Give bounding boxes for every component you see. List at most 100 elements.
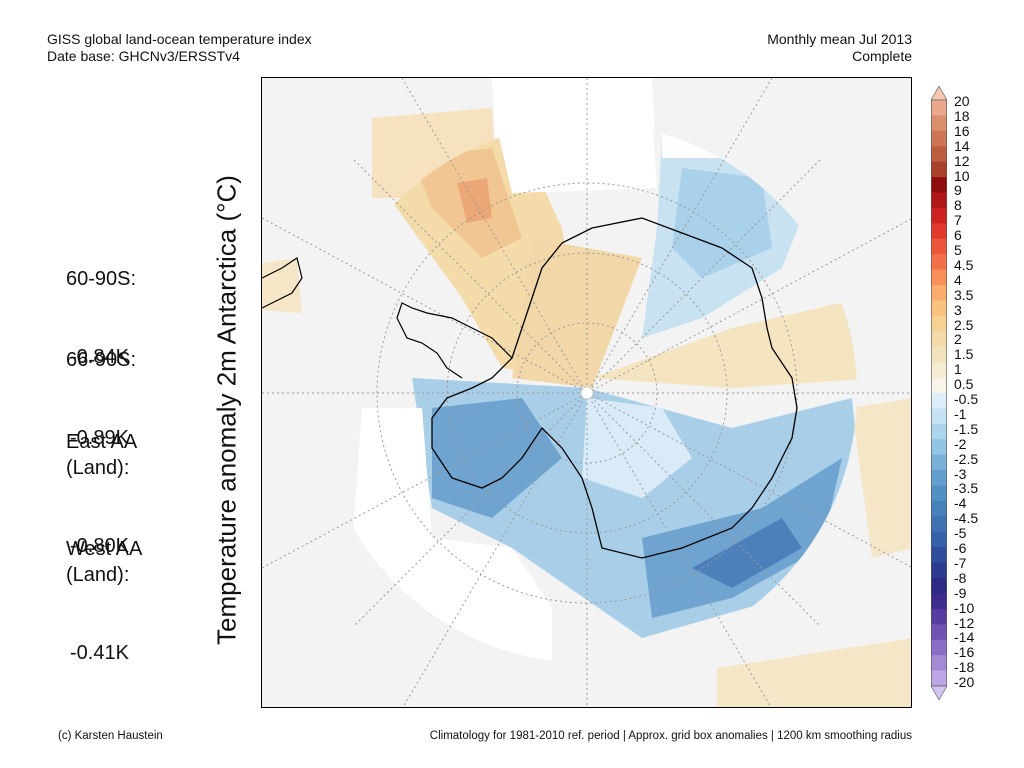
colorbar-swatch — [931, 500, 947, 517]
colorbar-swatch — [931, 423, 947, 440]
colorbar-swatch — [931, 562, 947, 579]
colorbar-tick-label: 18 — [954, 107, 970, 124]
colorbar-swatch — [931, 161, 947, 178]
colorbar-swatch — [931, 377, 947, 394]
colorbar-tick-label: -10 — [954, 599, 975, 616]
colorbar-tick-label: 4 — [954, 271, 962, 288]
stat-block-60-90s: 60-90S: -0.84K — [66, 214, 136, 396]
colorbar-swatch — [931, 285, 947, 301]
title-line-2: Date base: GHCNv3/ERSSTv4 — [47, 48, 240, 64]
coastline-antarctica — [431, 217, 798, 559]
colorbar-swatch — [931, 315, 947, 332]
colorbar-tick-label: -9 — [954, 584, 967, 601]
colorbar-frame — [931, 99, 947, 687]
colorbar-swatch — [931, 130, 947, 147]
stat-value: -0.80K — [70, 535, 129, 557]
polar-map — [261, 77, 912, 708]
colorbar-tick-label: -5 — [954, 525, 967, 542]
stat-value: -0.41K — [70, 642, 129, 664]
colorbar-tick-label: -3.5 — [954, 480, 979, 497]
colorbar-swatch — [931, 100, 947, 116]
anomaly-region-cool-north-core — [672, 168, 772, 278]
colorbar-tick-label: 3 — [954, 301, 962, 318]
colorbar-tick-label: 6 — [954, 227, 962, 244]
colorbar-swatch — [931, 655, 947, 672]
anomaly-region-warm-outer-se — [717, 638, 911, 707]
stat-label: East AA (Land): — [66, 431, 138, 479]
colorbar-swatch — [931, 639, 947, 656]
colorbar-swatch — [931, 331, 947, 348]
colorbar-tick-label: 0.5 — [954, 376, 974, 393]
colorbar-swatch — [931, 238, 947, 255]
stat-label: West AA (Land): — [66, 538, 143, 586]
colorbar-swatch — [931, 439, 947, 456]
completeness-label: Complete — [852, 48, 912, 64]
anomaly-region-warm-outer-e — [852, 398, 911, 558]
colorbar-tick-label: -2 — [954, 435, 967, 452]
anomaly-region-warm-wedge — [512, 238, 642, 388]
stat-block-66-90s: 66-90S: -0.89K — [66, 295, 136, 477]
colorbar-swatch — [931, 192, 947, 209]
colorbar-cap-top — [931, 86, 947, 101]
colorbar-tick-label: -4 — [954, 495, 967, 512]
coastline-peninsula — [396, 302, 513, 379]
colorbar-swatch — [931, 115, 947, 132]
stat-label: 60-90S: — [66, 268, 137, 290]
south-pole-marker — [580, 386, 594, 400]
colorbar-swatch — [931, 300, 947, 317]
anomaly-region-cool-inner — [582, 398, 692, 498]
stat-label: 66-90S: — [66, 349, 137, 371]
colorbar-tick-label: -7 — [954, 554, 967, 571]
stat-block-west-aa: West AA (Land): -0.41K — [66, 484, 142, 692]
nodata-region-n — [497, 123, 657, 193]
colorbar-tick-label: -3 — [954, 465, 967, 482]
anomaly-region-warm-east-band — [592, 298, 857, 388]
colorbar-swatch — [931, 485, 947, 502]
colorbar-tick-label: 5 — [954, 242, 962, 258]
colorbar-swatch — [931, 608, 947, 625]
y-axis-label: Temperature anomaly 2m Antarctica (°C) — [211, 175, 242, 645]
anomaly-region-cool-mid — [432, 398, 562, 518]
colorbar-swatch — [931, 516, 947, 533]
anomaly-region-warm-outer-w — [262, 258, 302, 313]
colorbar-swatch — [931, 593, 947, 610]
colorbar-tick-label: -18 — [954, 659, 975, 676]
stat-block-east-aa: East AA (Land): -0.80K — [66, 377, 137, 585]
colorbar-swatch — [931, 578, 947, 594]
colorbar-tick-label: -8 — [954, 569, 967, 586]
colorbar-swatch — [931, 670, 947, 687]
anomaly-region-cool-south-core — [642, 458, 842, 618]
colorbar-swatch — [931, 269, 947, 286]
colorbar-tick-label: 16 — [954, 122, 970, 139]
colorbar-tick-label: 1 — [954, 361, 962, 378]
colorbar-swatch — [931, 531, 947, 548]
colorbar-swatch — [931, 177, 947, 194]
colorbar-tick-label: -16 — [954, 644, 975, 661]
colorbar-tick-label: 10 — [954, 167, 970, 184]
colorbar-tick-label: 8 — [954, 197, 962, 214]
colorbar-tick-label: 12 — [954, 152, 970, 169]
colorbar-tick-label: -12 — [954, 614, 975, 631]
anomaly-region-warm-hotspot — [457, 178, 492, 223]
colorbar-swatch — [931, 408, 947, 425]
colorbar-tick-label: 2 — [954, 331, 962, 348]
copyright-text: (c) Karsten Haustein — [58, 730, 163, 742]
colorbar-swatch — [931, 146, 947, 163]
colorbar-swatch — [931, 454, 947, 471]
colorbar — [931, 86, 947, 700]
colorbar-tick-label: 14 — [954, 137, 970, 154]
colorbar-swatch — [931, 254, 947, 271]
title-line-1: GISS global land-ocean temperature index — [47, 31, 312, 47]
colorbar-tick-label: -2.5 — [954, 450, 979, 467]
colorbar-swatch — [931, 624, 947, 641]
colorbar-swatch — [931, 223, 947, 240]
colorbar-tick-label: 20 — [954, 93, 970, 109]
colorbar-tick-label: 9 — [954, 182, 962, 199]
colorbar-tick-label: 3.5 — [954, 286, 974, 303]
colorbar-swatch — [931, 362, 947, 379]
colorbar-swatch — [931, 470, 947, 487]
stat-value: -0.89K — [70, 427, 129, 449]
coastline-south-america — [262, 257, 303, 309]
colorbar-tick-label: -4.5 — [954, 510, 979, 527]
period-label: Monthly mean Jul 2013 — [767, 31, 912, 47]
